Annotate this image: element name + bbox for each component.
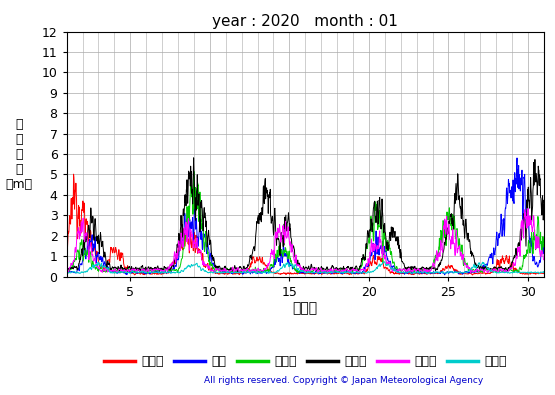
Title: year : 2020   month : 01: year : 2020 month : 01 [213, 14, 398, 29]
Text: All rights reserved. Copyright © Japan Meteorological Agency: All rights reserved. Copyright © Japan M… [204, 376, 484, 385]
Text: 有
義
波
高
（m）: 有 義 波 高 （m） [6, 118, 32, 190]
Legend: 上ノ国, 唐桑, 石廀崎, 経ヶ崎, 生月島, 屋久島: 上ノ国, 唐桑, 石廀崎, 経ヶ崎, 生月島, 屋久島 [99, 350, 512, 373]
X-axis label: （日）: （日） [292, 301, 318, 315]
